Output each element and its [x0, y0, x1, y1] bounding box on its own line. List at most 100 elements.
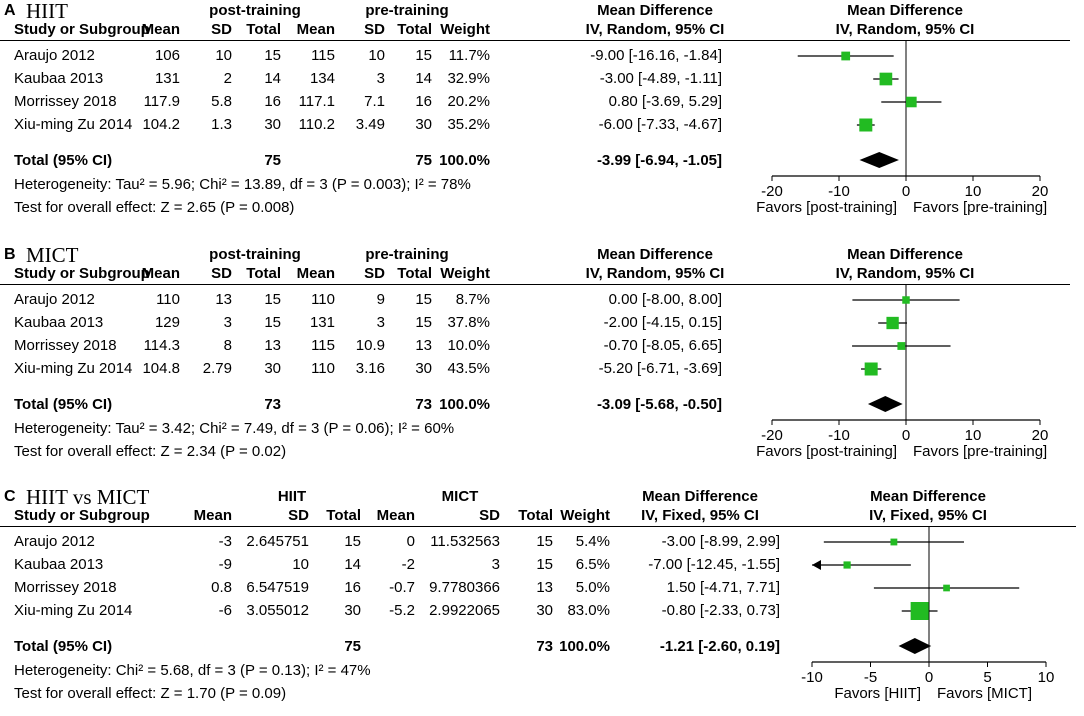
study-name: Xiu-ming Zu 2014: [14, 602, 133, 619]
sd2-cell: 2.9922065: [429, 602, 500, 619]
mean2-cell: 115: [311, 337, 335, 354]
favors-right-label: Favors [pre-training]: [913, 443, 1048, 460]
mean2-cell: 117.1: [298, 93, 335, 110]
md-ci-cell: 0.80 [-3.69, 5.29]: [608, 93, 722, 110]
sd2-cell: 3.16: [355, 360, 385, 377]
total2-cell: 15: [415, 314, 432, 331]
study-effect-marker: [910, 602, 929, 620]
weight-cell: 8.7%: [455, 291, 490, 308]
mean2-cell: 110: [311, 291, 335, 308]
mean1-col-header: Mean: [141, 265, 180, 282]
sd1-cell: 3: [223, 314, 232, 331]
header-rule: [0, 40, 1070, 41]
md-ci-cell: -5.20 [-6.71, -3.69]: [598, 360, 722, 377]
pooled-effect-diamond: [859, 152, 899, 168]
mean1-cell: 129: [154, 314, 180, 331]
x-axis-tick-label: -20: [761, 427, 783, 444]
weight-cell: 43.5%: [447, 360, 490, 377]
pooled-effect-diamond: [898, 638, 932, 654]
mean1-cell: 110: [156, 291, 180, 308]
mean2-cell: 134: [309, 70, 335, 87]
total1-col-header: Total: [326, 507, 361, 524]
x-axis-tick-label: 0: [902, 427, 910, 444]
study-name: Morrissey 2018: [14, 337, 117, 354]
total1-cell: 16: [344, 579, 361, 596]
panel-b: B MICT post-training pre-training Mean Diffe…: [0, 243, 1084, 474]
x-axis-tick-label: -10: [828, 183, 850, 200]
md-header: Mean Difference: [597, 2, 713, 19]
total2-cell: 15: [536, 556, 553, 573]
study-col-header: Study or Subgroup: [14, 21, 150, 38]
heterogeneity-text: Heterogeneity: Tau² = 3.42; Chi² = 7.49,…: [14, 420, 455, 437]
total2-col-header: Total: [397, 265, 432, 282]
mean2-col-header: Mean: [376, 507, 415, 524]
study-effect-marker: [843, 561, 851, 569]
study-name: Kaubaa 2013: [14, 556, 104, 573]
md-ci-cell: -2.00 [-4.15, 0.15]: [603, 314, 722, 331]
md-ci-cell: -3.00 [-8.99, 2.99]: [661, 533, 780, 550]
mean2-cell: -0.7: [389, 579, 415, 596]
total2-col-header: Total: [518, 507, 553, 524]
group1-header: HIIT: [277, 488, 307, 505]
sd2-cell: 3: [376, 314, 385, 331]
total1-sum: 75: [264, 152, 281, 169]
total1-cell: 30: [264, 360, 281, 377]
forest-plot-c: -10 -5 0 5 10: [801, 526, 1054, 686]
sd1-col-header: SD: [288, 507, 309, 524]
total2-cell: 30: [415, 360, 432, 377]
group2-header: MICT: [441, 488, 479, 505]
study-name: Morrissey 2018: [14, 579, 117, 596]
overall-effect-text: Test for overall effect: Z = 1.70 (P = 0…: [14, 685, 287, 702]
mean1-cell: 106: [154, 47, 180, 64]
overall-effect-text: Test for overall effect: Z = 2.65 (P = 0…: [14, 199, 295, 216]
sd1-cell: 5.8: [211, 93, 232, 110]
mean1-cell: 117.9: [143, 93, 180, 110]
study-effect-marker: [943, 584, 950, 592]
sd1-cell: 2: [223, 70, 232, 87]
panel-title: HIIT: [26, 0, 68, 23]
total1-cell: 15: [264, 291, 281, 308]
ci-truncation-arrow: [812, 560, 821, 570]
sd2-cell: 3.49: [355, 116, 385, 133]
sd2-cell: 11.532563: [430, 533, 500, 550]
total2-cell: 30: [415, 116, 432, 133]
mean2-cell: -5.2: [389, 602, 415, 619]
sd2-cell: 3: [491, 556, 500, 573]
study-name: Morrissey 2018: [14, 93, 117, 110]
study-name: Kaubaa 2013: [14, 314, 104, 331]
sd2-cell: 9.7780366: [429, 579, 500, 596]
study-effect-marker: [902, 296, 910, 304]
md-ci-cell: -0.80 [-2.33, 0.73]: [661, 602, 780, 619]
mean1-cell: 104.2: [142, 116, 180, 133]
group2-header: pre-training: [365, 2, 449, 19]
study-effect-marker: [890, 538, 898, 546]
panel-letter: C: [4, 488, 16, 505]
md-method-header: IV, Random, 95% CI: [585, 265, 725, 282]
mean2-col-header: Mean: [296, 21, 335, 38]
sd1-cell: 3.055012: [246, 602, 309, 619]
mean1-cell: -3: [218, 533, 232, 550]
favors-right-label: Favors [pre-training]: [913, 199, 1048, 216]
mean1-col-header: Mean: [193, 507, 232, 524]
total2-sum: 75: [415, 152, 432, 169]
study-name: Xiu-ming Zu 2014: [14, 116, 133, 133]
pooled-effect-diamond: [867, 396, 903, 412]
mean2-cell: 115: [311, 47, 335, 64]
weight-cell: 20.2%: [447, 93, 490, 110]
weight-cell: 6.5%: [575, 556, 610, 573]
study-effect-marker: [906, 96, 917, 108]
header-rule: [0, 526, 1076, 527]
weight-cell: 5.4%: [575, 533, 610, 550]
sd1-cell: 2.645751: [246, 533, 309, 550]
total2-cell: 30: [536, 602, 553, 619]
sd1-cell: 10: [215, 47, 232, 64]
mean1-cell: 131: [154, 70, 180, 87]
weight-cell: 35.2%: [447, 116, 490, 133]
total2-col-header: Total: [397, 21, 432, 38]
x-axis-tick-label: 0: [925, 669, 933, 686]
forest-plot-b: -20 -10 0 10 20: [761, 284, 1048, 444]
sd1-cell: 13: [215, 291, 232, 308]
mean2-cell: -2: [401, 556, 415, 573]
weight-col-header: Weight: [440, 21, 490, 38]
total1-cell: 15: [264, 47, 281, 64]
